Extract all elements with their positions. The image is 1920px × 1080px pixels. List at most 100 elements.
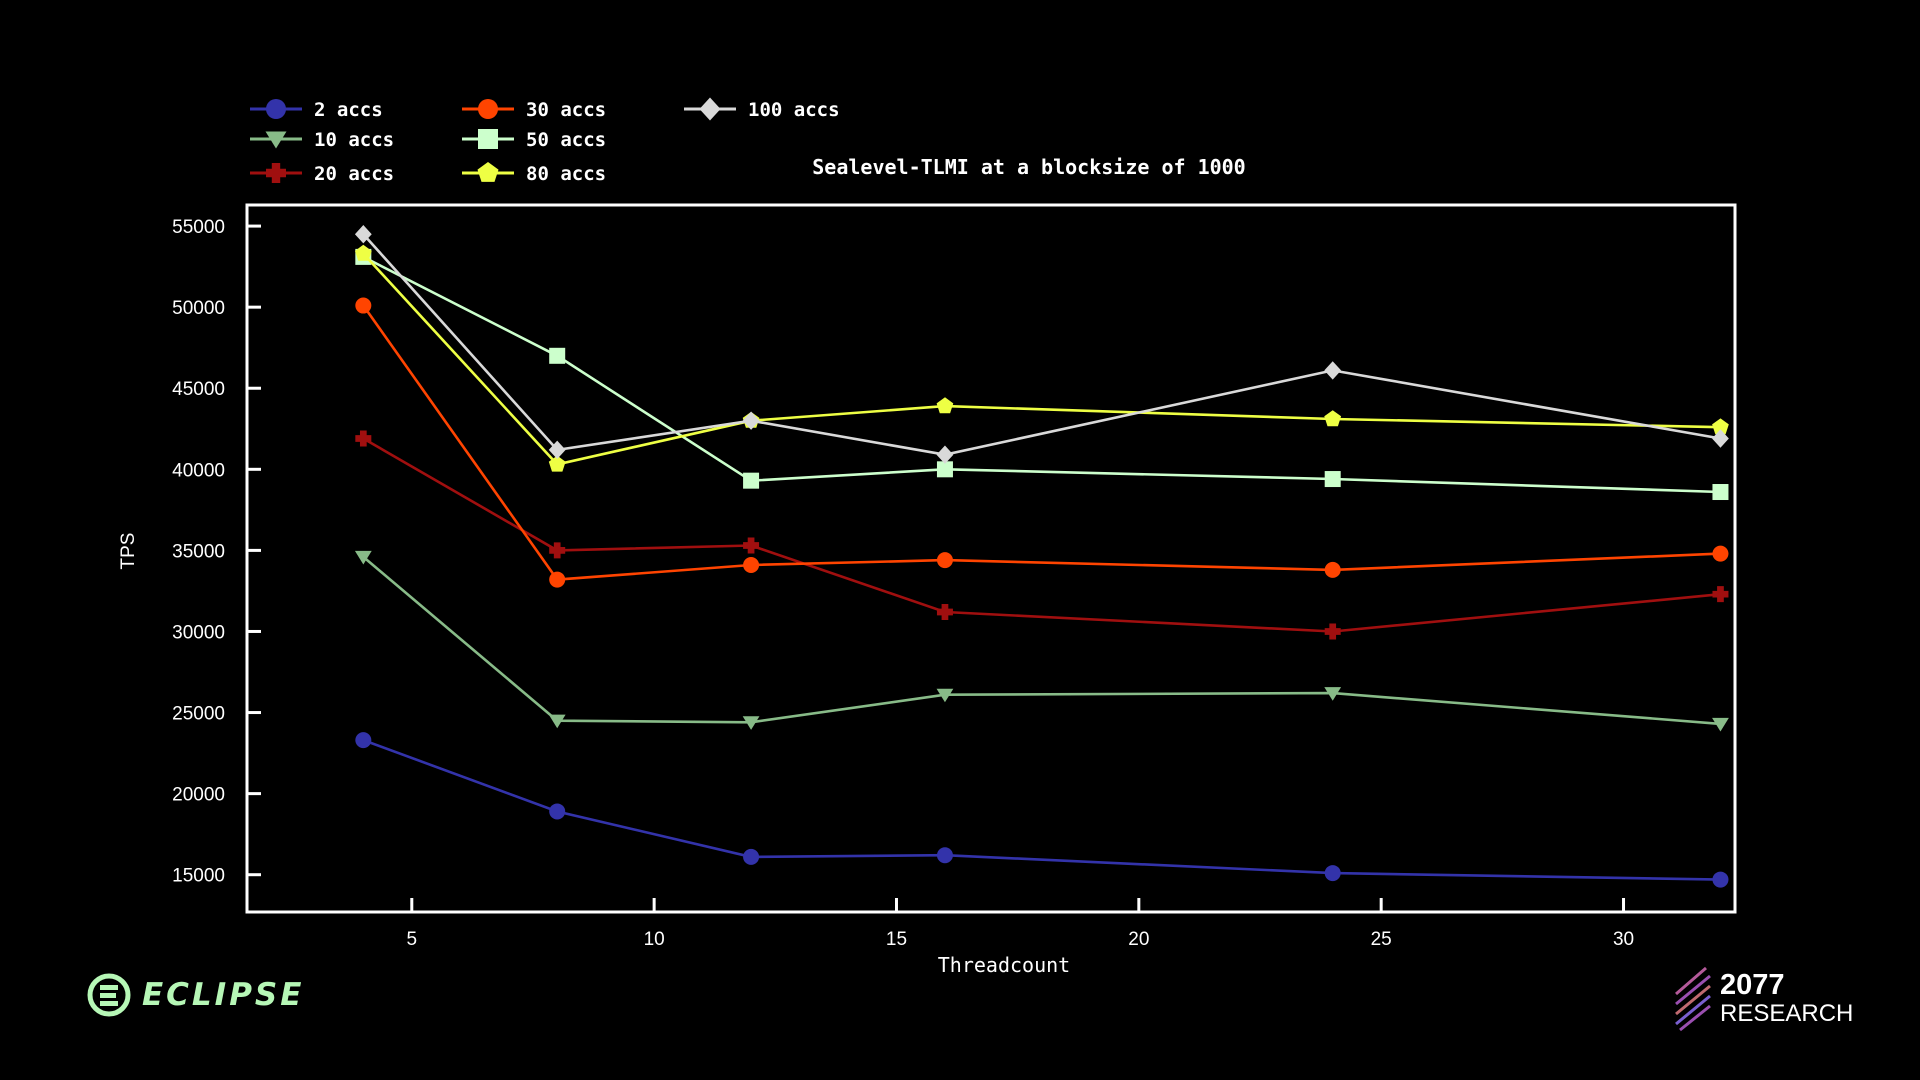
data-point xyxy=(355,732,372,749)
data-point xyxy=(936,604,953,621)
data-point xyxy=(355,430,372,447)
legend-marker xyxy=(478,129,498,149)
data-point xyxy=(1712,586,1729,603)
series-line xyxy=(362,555,1721,726)
plot-frame xyxy=(245,203,1737,914)
x-tick-label: 20 xyxy=(1128,929,1149,950)
legend-item: 20 accs xyxy=(250,163,394,185)
data-point xyxy=(1712,429,1729,448)
data-point xyxy=(936,461,953,478)
data-point xyxy=(1712,871,1729,888)
data-point xyxy=(549,571,566,588)
data-point xyxy=(548,455,566,472)
data-point xyxy=(936,688,954,703)
x-tick-label: 25 xyxy=(1371,929,1392,950)
data-point xyxy=(743,848,760,865)
chart-title: Sealevel-TLMI at a blocksize of 1000 xyxy=(812,155,1245,179)
data-point xyxy=(355,297,372,314)
data-point xyxy=(1712,418,1729,435)
legend-marker xyxy=(265,131,287,149)
legend-marker xyxy=(266,99,286,119)
y-tick-label: 15000 xyxy=(172,866,225,887)
legend-label: 10 accs xyxy=(314,129,394,151)
legend-item: 2 accs xyxy=(250,99,383,121)
y-tick-label: 25000 xyxy=(172,704,225,725)
axes: 5 10 15 20 25 30 15000 20000 25000 30000 35000 4000… xyxy=(172,217,1634,950)
x-tick-label: 15 xyxy=(886,929,907,950)
data-point xyxy=(1324,361,1342,380)
series-line xyxy=(362,252,1721,466)
legend-item: 50 accs xyxy=(462,129,606,151)
legend-label: 100 accs xyxy=(748,99,840,121)
research-logo: 2077 RESEARCH xyxy=(1672,964,1853,1032)
legend: 2 accs 10 accs 20 accs 30 accs 50 accs 80 acc… xyxy=(250,97,840,185)
data-point xyxy=(548,440,566,460)
legend-label: 80 accs xyxy=(526,163,606,185)
y-tick-label: 55000 xyxy=(172,217,225,238)
legend-marker xyxy=(477,162,499,182)
data-point xyxy=(936,847,953,864)
research-text: RESEARCH xyxy=(1720,999,1854,1027)
x-tick-label: 5 xyxy=(407,929,418,950)
legend-item: 80 accs xyxy=(462,162,606,185)
x-tick-label: 30 xyxy=(1613,929,1634,950)
series-line xyxy=(362,304,1721,581)
legend-label: 20 accs xyxy=(314,163,394,185)
data-point xyxy=(549,542,566,559)
series-80-accs xyxy=(355,244,1729,472)
data-point xyxy=(936,552,953,569)
series-line xyxy=(362,255,1721,494)
data-point xyxy=(742,411,760,430)
legend-item: 30 accs xyxy=(462,99,606,121)
data-point xyxy=(1324,623,1341,640)
data-point xyxy=(354,224,372,244)
y-tick-label: 50000 xyxy=(172,298,225,319)
data-point xyxy=(1324,687,1342,701)
data-point xyxy=(548,714,566,729)
y-tick-label: 45000 xyxy=(172,379,225,400)
data-point xyxy=(742,716,760,730)
data-point xyxy=(1324,410,1342,427)
x-axis-label: Threadcount xyxy=(938,953,1070,977)
series-line xyxy=(362,437,1721,633)
research-stripes-icon xyxy=(1675,966,1711,1032)
series-2-accs xyxy=(355,732,1729,888)
data-point xyxy=(1712,545,1729,562)
y-tick-label: 20000 xyxy=(172,785,225,806)
data-point xyxy=(1712,717,1729,732)
legend-marker xyxy=(478,99,498,119)
series-line xyxy=(362,233,1721,457)
data-point xyxy=(743,472,760,489)
data-point xyxy=(549,347,566,364)
x-tick-label: 10 xyxy=(644,929,665,950)
y-tick-label: 35000 xyxy=(172,541,225,562)
series-line xyxy=(362,738,1721,881)
legend-item: 10 accs xyxy=(250,129,394,151)
research-number: 2077 xyxy=(1720,968,1785,1001)
legend-marker xyxy=(699,97,721,121)
data-point xyxy=(549,803,566,820)
data-point xyxy=(355,244,372,261)
data-point xyxy=(743,537,760,554)
series-50-accs xyxy=(355,248,1729,501)
data-point xyxy=(1324,561,1341,578)
eclipse-logo: ECLIPSE xyxy=(86,972,304,1018)
data-point xyxy=(1712,484,1729,501)
y-tick-label: 40000 xyxy=(172,460,225,481)
legend-label: 2 accs xyxy=(314,99,383,121)
data-point xyxy=(354,550,372,565)
series-100-accs xyxy=(354,224,1729,464)
series-layer xyxy=(354,224,1729,888)
y-axis-label: TPS xyxy=(118,533,139,570)
data-point xyxy=(936,445,954,464)
eclipse-wordmark: ECLIPSE xyxy=(142,977,305,1013)
y-tick-label: 30000 xyxy=(172,622,225,643)
eclipse-mark-icon xyxy=(87,973,131,1017)
data-point xyxy=(1324,471,1341,488)
data-point xyxy=(743,556,760,573)
data-point xyxy=(1324,865,1341,882)
legend-item: 100 accs xyxy=(684,97,840,121)
legend-label: 50 accs xyxy=(526,129,606,151)
series-30-accs xyxy=(355,297,1729,588)
